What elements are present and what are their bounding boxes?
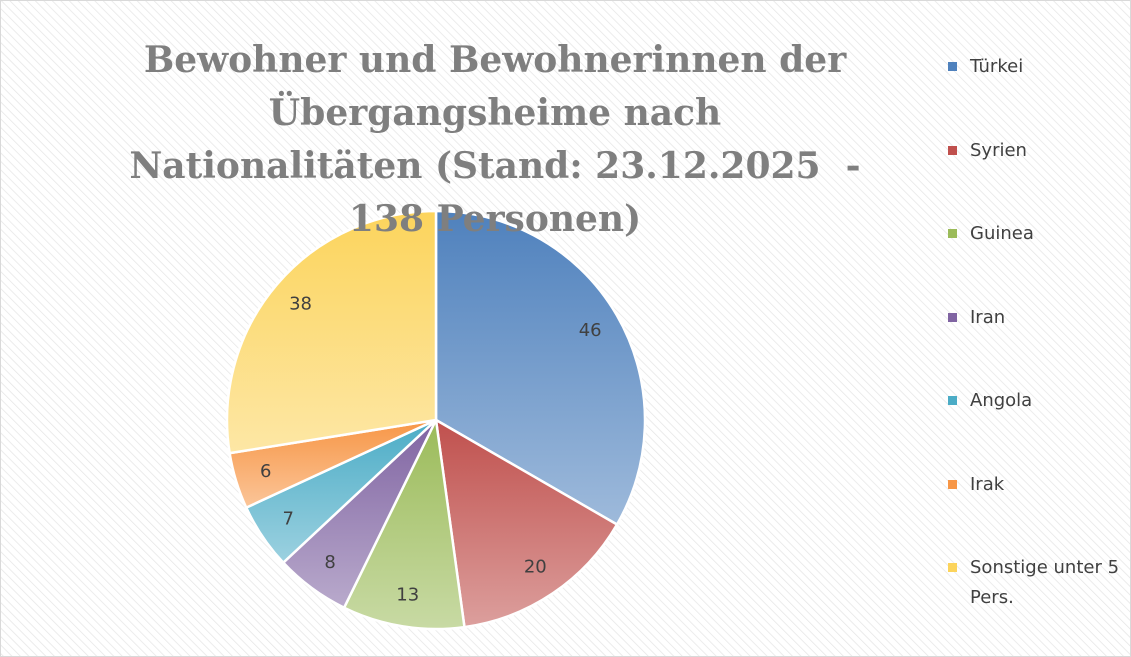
legend-swatch bbox=[948, 563, 957, 572]
data-label: 7 bbox=[283, 508, 294, 529]
legend-swatch bbox=[948, 229, 957, 238]
pie-slice bbox=[225, 209, 438, 455]
data-label: 46 bbox=[579, 320, 602, 341]
legend-label: Iran bbox=[970, 306, 1006, 328]
pie-slice bbox=[434, 209, 647, 527]
legend-label: Syrien bbox=[970, 139, 1027, 161]
chart-title: Bewohner und Bewohnerinnen der Übergangs… bbox=[129, 39, 874, 240]
data-label: 13 bbox=[396, 585, 419, 606]
legend-swatch bbox=[948, 145, 957, 155]
data-label: 20 bbox=[524, 557, 547, 578]
pie-slice bbox=[434, 417, 619, 629]
data-label: 8 bbox=[324, 552, 335, 573]
legend-swatch bbox=[948, 396, 957, 405]
legend-label: Türkei bbox=[970, 56, 1024, 77]
legend-label: Sonstige unter 5 Pers. bbox=[970, 557, 1120, 608]
legend-label: Irak bbox=[970, 473, 1005, 495]
legend-label: Angola bbox=[970, 390, 1033, 411]
legend-label: Guinea bbox=[970, 223, 1034, 244]
data-label: 38 bbox=[289, 294, 312, 315]
legend-swatch bbox=[948, 312, 957, 322]
legend-swatch bbox=[948, 62, 957, 71]
legend-swatch bbox=[948, 479, 957, 489]
pie-slice bbox=[342, 415, 466, 631]
data-label: 6 bbox=[260, 461, 271, 482]
